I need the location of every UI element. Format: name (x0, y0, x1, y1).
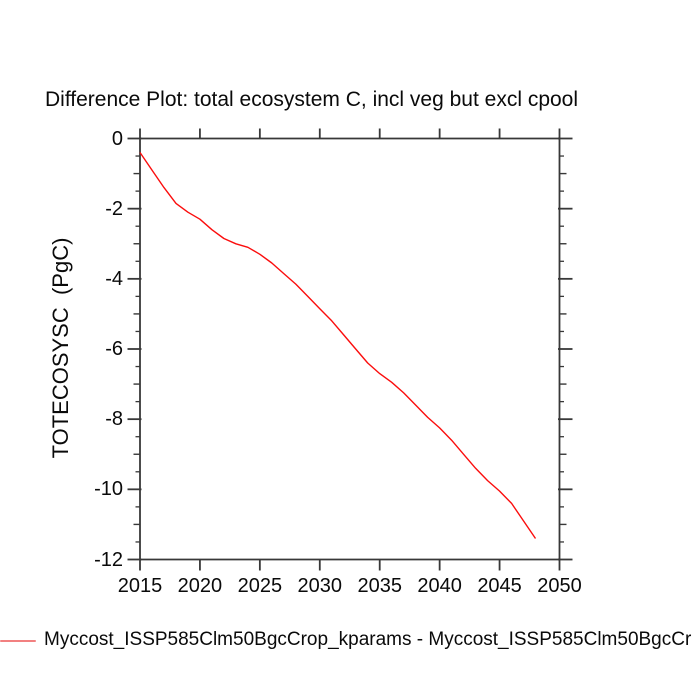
x-tick-label: 2050 (537, 575, 582, 597)
y-tick-label: -10 (94, 478, 123, 501)
y-tick-label: 0 (111, 127, 123, 150)
x-tick-label: 2030 (297, 575, 343, 597)
x-tick-label: 2020 (177, 575, 223, 597)
legend-label: Myccost_ISSP585Clm50BgcCrop_kparams - My… (44, 629, 692, 650)
x-tick-label: 2035 (357, 575, 402, 597)
y-tick-label: -6 (105, 338, 123, 360)
legend-line-marker (0, 640, 36, 643)
y-tick-label: -8 (105, 408, 123, 431)
x-tick-label: 2015 (117, 575, 163, 597)
x-tick-label: 2045 (477, 575, 522, 597)
y-tick-label: -12 (94, 548, 123, 571)
chart-title: Difference Plot: total ecosystem C, incl… (45, 88, 579, 111)
y-tick-label: -2 (105, 197, 123, 220)
y-tick-label: -4 (105, 267, 123, 290)
difference-curve (139, 152, 537, 539)
x-tick-label: 2025 (237, 575, 283, 597)
x-tick-label: 2040 (417, 575, 462, 597)
